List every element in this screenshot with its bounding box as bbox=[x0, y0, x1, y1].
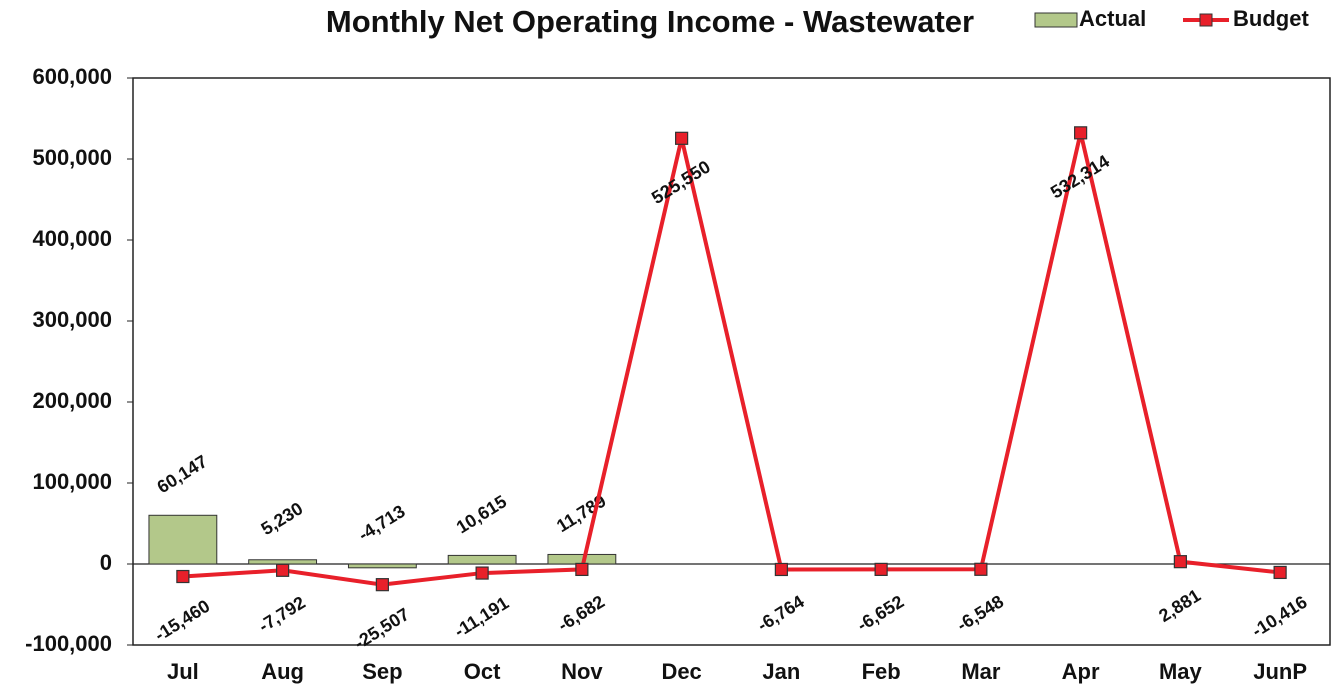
x-tick-label: Jan bbox=[762, 659, 800, 684]
marker bbox=[375, 578, 389, 592]
x-tick-label: Apr bbox=[1062, 659, 1100, 684]
bar bbox=[248, 559, 318, 565]
value-label: -4,713 bbox=[355, 501, 409, 545]
x-tick-label: Dec bbox=[661, 659, 701, 684]
y-tick-label: 0 bbox=[100, 550, 112, 575]
marker bbox=[774, 562, 788, 577]
value-label: -15,460 bbox=[151, 596, 213, 645]
value-label: -6,682 bbox=[554, 591, 608, 635]
marker bbox=[575, 562, 589, 577]
value-label: -25,507 bbox=[351, 604, 413, 653]
value-label: -7,792 bbox=[255, 592, 309, 636]
marker bbox=[475, 566, 489, 580]
x-tick-label: Sep bbox=[362, 659, 402, 684]
value-label: 10,615 bbox=[453, 491, 510, 537]
marker bbox=[176, 569, 190, 584]
x-tick-label: Feb bbox=[862, 659, 901, 684]
bar bbox=[447, 554, 517, 565]
marker bbox=[1173, 555, 1187, 569]
y-tick-label: 200,000 bbox=[32, 388, 112, 413]
x-tick-label: Mar bbox=[961, 659, 1001, 684]
legend-label: Budget bbox=[1233, 6, 1309, 31]
bar bbox=[347, 563, 417, 569]
x-tick-label: May bbox=[1159, 659, 1203, 684]
value-label: 525,550 bbox=[648, 157, 714, 208]
marker bbox=[675, 131, 689, 145]
value-label: 11,789 bbox=[553, 491, 609, 537]
x-tick-label: Aug bbox=[261, 659, 304, 684]
marker bbox=[276, 563, 290, 577]
plot-frame bbox=[132, 77, 1331, 646]
value-label: -10,416 bbox=[1248, 592, 1310, 641]
y-tick-label: 100,000 bbox=[32, 469, 112, 494]
y-tick-label: 300,000 bbox=[32, 307, 112, 332]
marker bbox=[874, 562, 888, 576]
value-label: -6,652 bbox=[854, 591, 908, 635]
value-label: 60,147 bbox=[154, 451, 211, 497]
y-tick-label: 400,000 bbox=[32, 226, 112, 251]
y-tick-label: 500,000 bbox=[32, 145, 112, 170]
x-tick-label: Jul bbox=[167, 659, 199, 684]
value-label: 5,230 bbox=[258, 498, 307, 539]
bar bbox=[148, 514, 218, 565]
value-label: 2,881 bbox=[1155, 585, 1204, 626]
line bbox=[182, 132, 1281, 587]
y-tick-label: 600,000 bbox=[32, 64, 112, 89]
value-label: 532,314 bbox=[1047, 151, 1113, 202]
value-label: -11,191 bbox=[451, 593, 513, 642]
x-tick-label: Oct bbox=[464, 659, 501, 684]
x-tick-label: JunP bbox=[1253, 659, 1307, 684]
value-label: -6,764 bbox=[754, 591, 808, 635]
legend-swatch bbox=[1199, 13, 1213, 27]
x-tick-label: Nov bbox=[561, 659, 603, 684]
legend-label: Actual bbox=[1079, 6, 1146, 31]
marker bbox=[1074, 126, 1088, 140]
legend-swatch bbox=[1034, 12, 1078, 28]
marker bbox=[1273, 565, 1287, 580]
chart-title: Monthly Net Operating Income - Wastewate… bbox=[326, 4, 974, 39]
marker bbox=[974, 562, 988, 576]
value-label: -6,548 bbox=[953, 591, 1007, 635]
y-tick-label: -100,000 bbox=[25, 631, 112, 656]
